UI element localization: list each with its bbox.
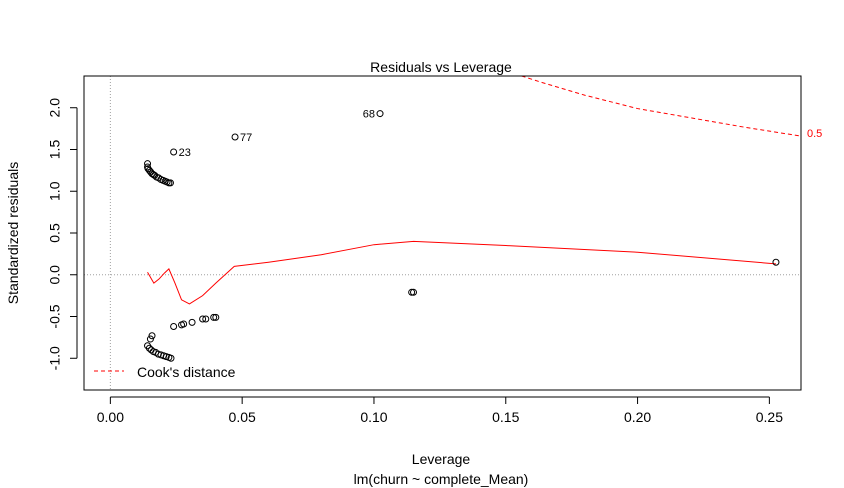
data-point <box>212 313 220 321</box>
data-point <box>166 179 174 187</box>
data-point <box>410 288 418 296</box>
cooks-distance-line <box>521 75 802 137</box>
point-label: 68 <box>363 109 375 121</box>
x-tick-label: 0.20 <box>624 409 651 425</box>
x-tick-label: 0.25 <box>756 409 783 425</box>
y-axis-label: Standardized residuals <box>5 162 21 304</box>
data-point <box>144 160 152 168</box>
cooks-level-label: 0.5 <box>807 128 822 140</box>
plot-frame <box>83 75 802 391</box>
data-point <box>231 133 239 141</box>
data-point <box>210 313 218 321</box>
point-label: 23 <box>179 147 191 159</box>
y-axis: -1.0 -0.5 0.0 0.5 1.0 1.5 2.0 <box>47 98 78 370</box>
legend: Cook's distance <box>94 364 236 380</box>
y-tick-label: 1.0 <box>47 181 63 201</box>
data-point <box>376 110 384 118</box>
data-point <box>188 318 196 326</box>
data-point <box>170 323 178 331</box>
data-point <box>146 335 154 343</box>
reference-lines <box>84 76 801 390</box>
y-tick-label: -1.0 <box>47 346 63 370</box>
data-point <box>199 315 207 323</box>
x-tick-label: 0.05 <box>229 409 256 425</box>
data-point <box>167 354 175 362</box>
chart-title: Residuals vs Leverage <box>370 59 512 75</box>
data-point <box>772 258 780 266</box>
point-labels: 23 77 68 <box>179 109 375 159</box>
y-tick-label: -0.5 <box>47 304 63 328</box>
y-tick-label: 1.5 <box>47 140 63 160</box>
x-axis-label: Leverage <box>412 451 471 467</box>
point-label: 77 <box>240 132 252 144</box>
data-points <box>144 110 780 362</box>
data-point <box>408 288 416 296</box>
legend-cooks-label: Cook's distance <box>137 364 236 380</box>
data-point <box>178 321 186 329</box>
y-tick-label: 0.5 <box>47 223 63 243</box>
data-point <box>170 148 178 156</box>
model-formula-subtitle: lm(churn ~ complete_Mean) <box>354 471 529 487</box>
smoother-line <box>147 240 776 305</box>
x-tick-label: 0.15 <box>492 409 519 425</box>
data-point <box>202 315 210 323</box>
x-tick-label: 0.10 <box>360 409 387 425</box>
y-tick-label: 2.0 <box>47 98 63 118</box>
residual-smoother-line <box>147 240 776 305</box>
data-point <box>148 332 156 340</box>
cooks-distance-contour <box>521 75 802 137</box>
y-tick-label: 0.0 <box>47 265 63 285</box>
x-axis: 0.00 0.05 0.10 0.15 0.20 0.25 <box>97 396 783 425</box>
x-tick-label: 0.00 <box>97 409 124 425</box>
